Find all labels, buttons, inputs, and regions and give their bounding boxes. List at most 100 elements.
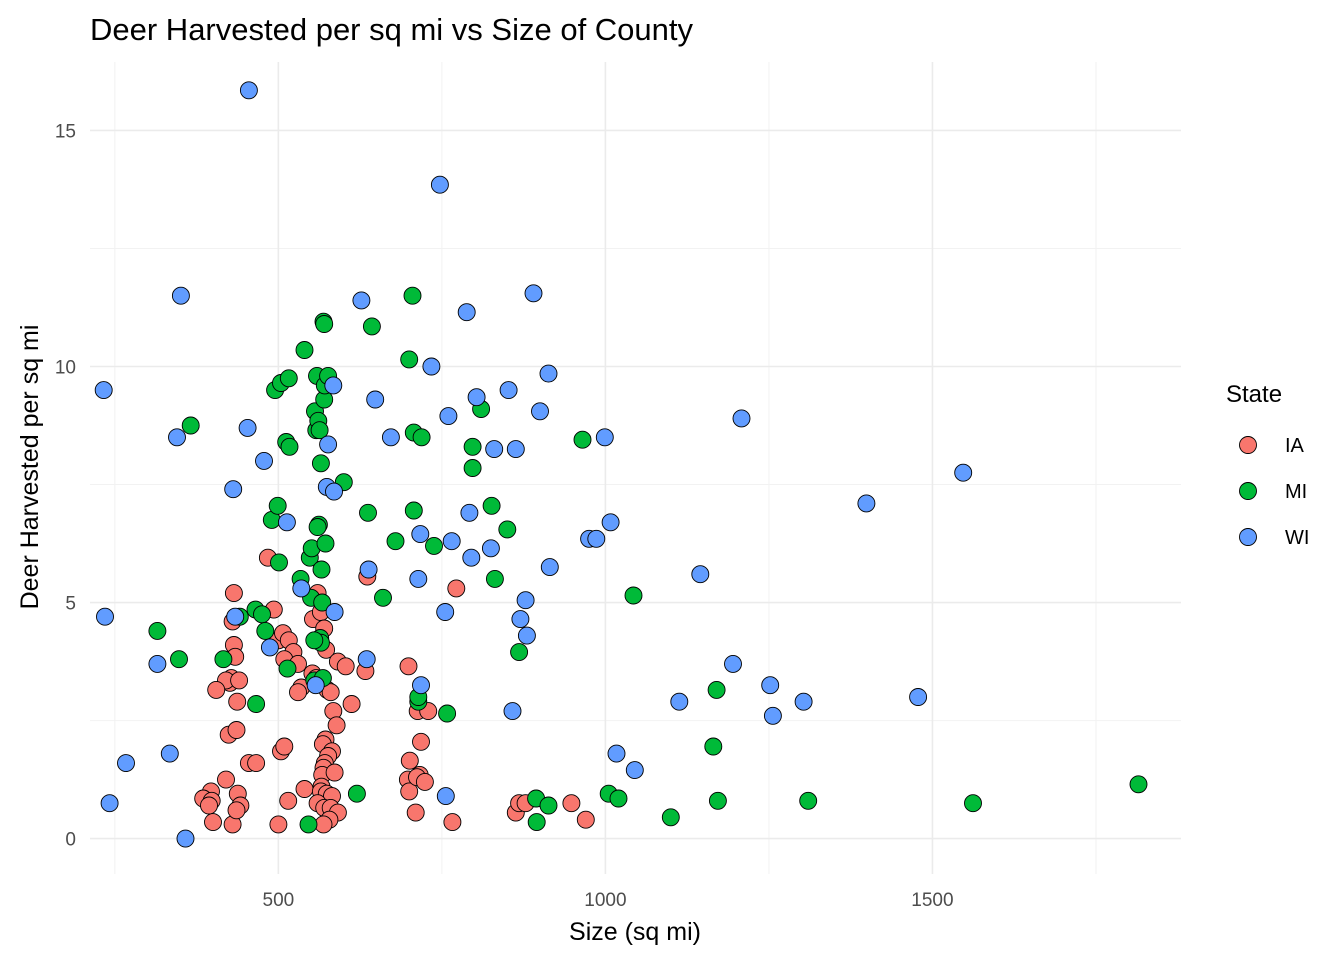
point-wi (467, 388, 486, 407)
x-tick-label: 1500 (911, 890, 953, 911)
point-wi (168, 428, 186, 447)
point-wi (325, 603, 344, 621)
point-mi (170, 650, 188, 669)
legend-key-wi (1239, 528, 1257, 546)
point-ia (314, 815, 333, 834)
point-mi (214, 650, 233, 669)
point-wi (260, 638, 279, 657)
point-mi (305, 631, 324, 650)
y-tick-label: 5 (65, 594, 76, 615)
point-wi (460, 503, 479, 522)
point-wi (436, 603, 455, 621)
point-mi (708, 791, 727, 810)
legend-title: State (1226, 381, 1282, 408)
x-axis-label: Size (sq mi) (569, 918, 701, 946)
point-wi (325, 482, 343, 501)
point-wi (539, 364, 558, 383)
point-ia (217, 770, 235, 789)
point-mi (707, 680, 726, 699)
point-ia (415, 772, 434, 791)
legend-label-ia: IA (1285, 435, 1305, 457)
point-mi (510, 643, 529, 662)
point-mi (403, 286, 422, 305)
x-tick-label: 1000 (584, 890, 626, 911)
point-ia (400, 751, 419, 770)
point-wi (485, 440, 504, 459)
point-mi (624, 586, 643, 605)
data-points (94, 81, 1148, 848)
point-mi (247, 695, 266, 713)
point-ia (562, 794, 581, 813)
point-mi (268, 496, 287, 515)
point-wi (359, 560, 378, 579)
point-wi (732, 409, 751, 428)
point-ia (269, 815, 288, 834)
point-mi (412, 428, 431, 447)
point-wi (761, 676, 780, 695)
point-mi (253, 605, 271, 624)
point-mi (438, 704, 457, 723)
point-ia (336, 657, 355, 676)
point-mi (527, 813, 546, 832)
point-wi (625, 761, 644, 780)
point-mi (313, 593, 332, 612)
point-wi (857, 494, 876, 513)
point-wi (670, 692, 689, 711)
point-ia (227, 721, 246, 739)
point-mi (374, 588, 392, 607)
point-mi (359, 503, 377, 522)
point-ia (400, 782, 419, 801)
point-wi (601, 513, 620, 532)
grid-minor (90, 62, 1181, 874)
point-mi (279, 369, 298, 388)
point-wi (306, 676, 325, 695)
point-wi (442, 532, 461, 551)
point-wi (439, 407, 458, 426)
point-mi (295, 341, 314, 359)
point-mi (485, 569, 504, 588)
point-mi (347, 784, 366, 803)
legend-key-ia (1239, 436, 1257, 454)
point-wi (517, 626, 536, 645)
point-ia (321, 683, 340, 702)
point-wi (324, 376, 343, 395)
point-ia (406, 803, 425, 822)
point-wi (412, 676, 430, 695)
point-mi (1129, 775, 1148, 794)
point-mi (573, 430, 592, 449)
point-wi (954, 463, 973, 482)
point-mi (316, 534, 335, 553)
point-wi (524, 284, 543, 303)
point-ia (295, 780, 314, 798)
legend-label-mi: MI (1285, 481, 1307, 503)
point-mi (964, 794, 982, 813)
point-ia (399, 657, 418, 676)
point-wi (607, 744, 626, 763)
point-mi (425, 536, 443, 555)
point-wi (409, 569, 428, 588)
point-ia (576, 810, 595, 829)
point-ia (447, 579, 466, 598)
point-wi (160, 744, 179, 763)
point-wi (357, 650, 376, 669)
point-ia (228, 692, 247, 711)
point-wi (499, 381, 518, 400)
point-ia (325, 763, 344, 782)
point-wi (503, 702, 522, 721)
point-wi (226, 607, 245, 626)
legend-key-mi (1239, 482, 1257, 500)
legend: State IA MI WI (1226, 381, 1309, 549)
point-mi (278, 659, 297, 678)
point-wi (319, 435, 338, 454)
point-mi (482, 496, 501, 515)
grid-major (90, 62, 1181, 874)
point-wi (277, 513, 296, 532)
point-mi (181, 416, 200, 435)
y-axis-label: Deer Harvested per sq mi (16, 325, 44, 610)
point-wi (176, 829, 195, 848)
point-ia (204, 813, 222, 832)
point-wi (366, 390, 385, 409)
point-wi (430, 175, 449, 194)
legend-entries: IA MI WI (1239, 435, 1309, 549)
